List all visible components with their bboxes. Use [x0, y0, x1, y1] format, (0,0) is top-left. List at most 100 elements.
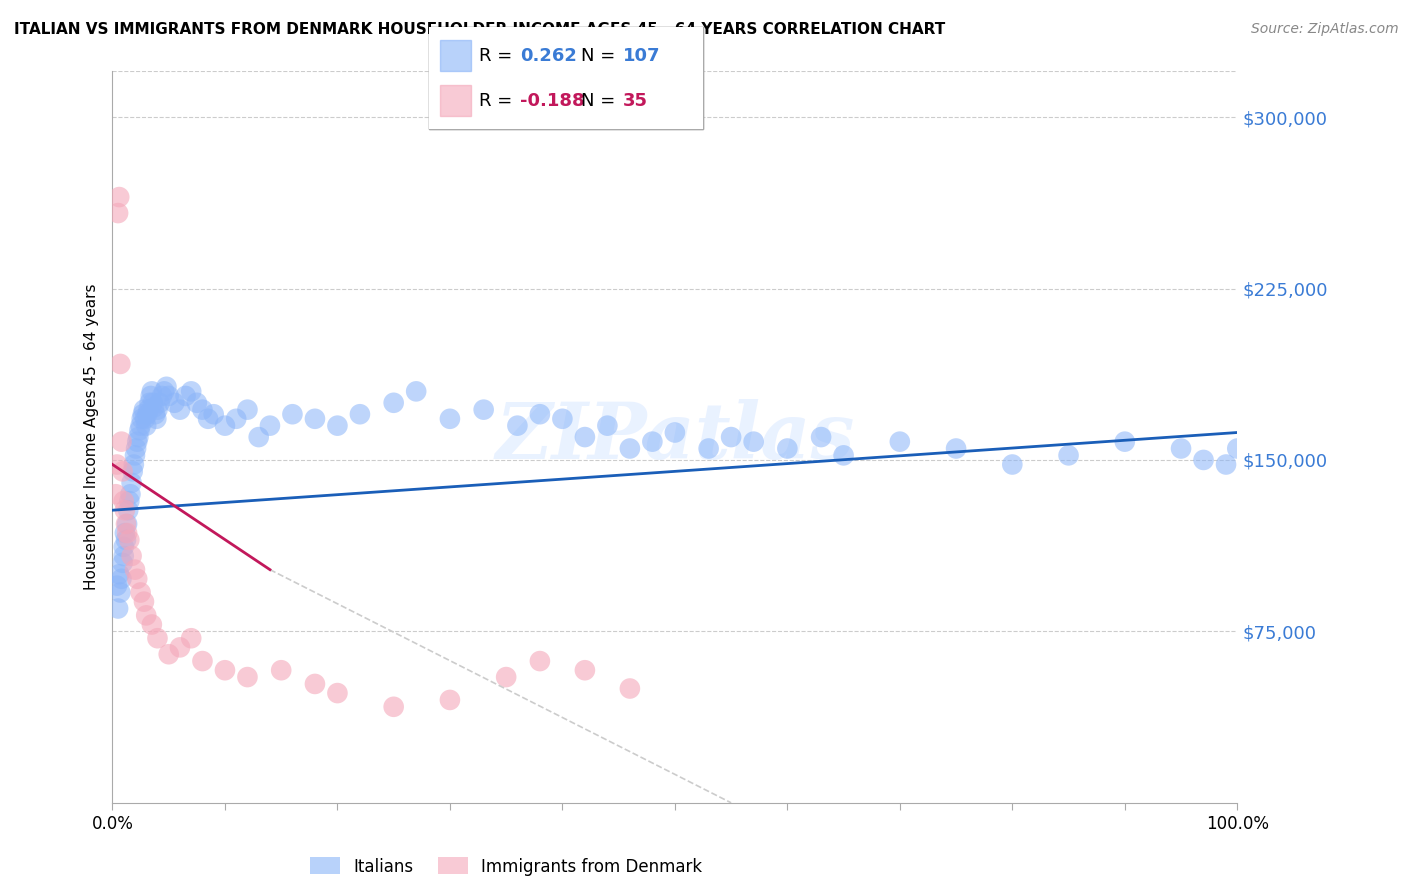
Point — [180, 632, 202, 646]
Point — [121, 549, 143, 563]
Point — [214, 663, 236, 677]
Point — [163, 396, 186, 410]
Point — [114, 503, 136, 517]
Point — [832, 448, 855, 462]
Point — [214, 418, 236, 433]
Point — [107, 601, 129, 615]
Point — [495, 670, 517, 684]
Point — [551, 411, 574, 425]
Point — [1001, 458, 1024, 472]
Point — [326, 686, 349, 700]
Point — [108, 567, 131, 582]
Point — [111, 464, 134, 478]
Point — [1057, 448, 1080, 462]
Point — [132, 407, 155, 421]
Point — [115, 533, 138, 547]
Point — [129, 585, 152, 599]
Point — [150, 389, 173, 403]
Point — [697, 442, 720, 456]
Text: -0.188: -0.188 — [520, 92, 585, 110]
Point — [889, 434, 911, 449]
Point — [135, 418, 157, 433]
Point — [135, 608, 157, 623]
Point — [127, 572, 149, 586]
Point — [1170, 442, 1192, 456]
Point — [143, 407, 166, 421]
Point — [382, 699, 405, 714]
Point — [129, 418, 152, 433]
Point — [349, 407, 371, 421]
Point — [131, 411, 153, 425]
Point — [945, 442, 967, 456]
Text: 0.262: 0.262 — [520, 47, 576, 65]
Point — [138, 396, 160, 410]
Point — [664, 425, 686, 440]
Point — [529, 654, 551, 668]
Point — [1192, 453, 1215, 467]
Point — [110, 572, 132, 586]
Point — [157, 389, 180, 403]
Point — [136, 407, 159, 421]
Point — [529, 407, 551, 421]
Point — [118, 533, 141, 547]
Legend: Italians, Immigrants from Denmark: Italians, Immigrants from Denmark — [304, 851, 709, 882]
Point — [110, 357, 132, 371]
Point — [141, 384, 163, 399]
Point — [810, 430, 832, 444]
Point — [105, 579, 128, 593]
Point — [236, 670, 259, 684]
Point — [439, 411, 461, 425]
Point — [114, 526, 136, 541]
Point — [742, 434, 765, 449]
Point — [596, 418, 619, 433]
Point — [247, 430, 270, 444]
Text: R =: R = — [479, 92, 513, 110]
Point — [619, 442, 641, 456]
Point — [115, 516, 138, 531]
Point — [127, 434, 149, 449]
Point — [107, 206, 129, 220]
Point — [1226, 442, 1249, 456]
Point — [720, 430, 742, 444]
Point — [134, 411, 156, 425]
Point — [574, 430, 596, 444]
Point — [157, 647, 180, 661]
Point — [225, 411, 247, 425]
Point — [405, 384, 427, 399]
Point — [1114, 434, 1136, 449]
Point — [141, 617, 163, 632]
Point — [146, 632, 169, 646]
Point — [506, 418, 529, 433]
Point — [112, 540, 135, 554]
Point — [124, 563, 146, 577]
Point — [149, 396, 172, 410]
Point — [121, 464, 143, 478]
Point — [105, 458, 128, 472]
Text: Source: ZipAtlas.com: Source: ZipAtlas.com — [1251, 22, 1399, 37]
Point — [259, 418, 281, 433]
Point — [132, 594, 155, 608]
Y-axis label: Householder Income Ages 45 - 64 years: Householder Income Ages 45 - 64 years — [83, 284, 98, 591]
Point — [270, 663, 292, 677]
Point — [574, 663, 596, 677]
Point — [112, 494, 135, 508]
Point — [169, 402, 191, 417]
Point — [326, 418, 349, 433]
Point — [111, 556, 134, 570]
Text: N =: N = — [581, 47, 614, 65]
Point — [121, 475, 143, 490]
Point — [122, 458, 145, 472]
Text: N =: N = — [581, 92, 614, 110]
Point — [180, 384, 202, 399]
Point — [202, 407, 225, 421]
Point — [281, 407, 304, 421]
Point — [125, 442, 148, 456]
Point — [112, 549, 135, 563]
Point — [191, 402, 214, 417]
Point — [169, 640, 191, 655]
Point — [138, 402, 160, 417]
Point — [197, 411, 219, 425]
Point — [110, 434, 132, 449]
Point — [142, 396, 165, 410]
Point — [127, 430, 149, 444]
